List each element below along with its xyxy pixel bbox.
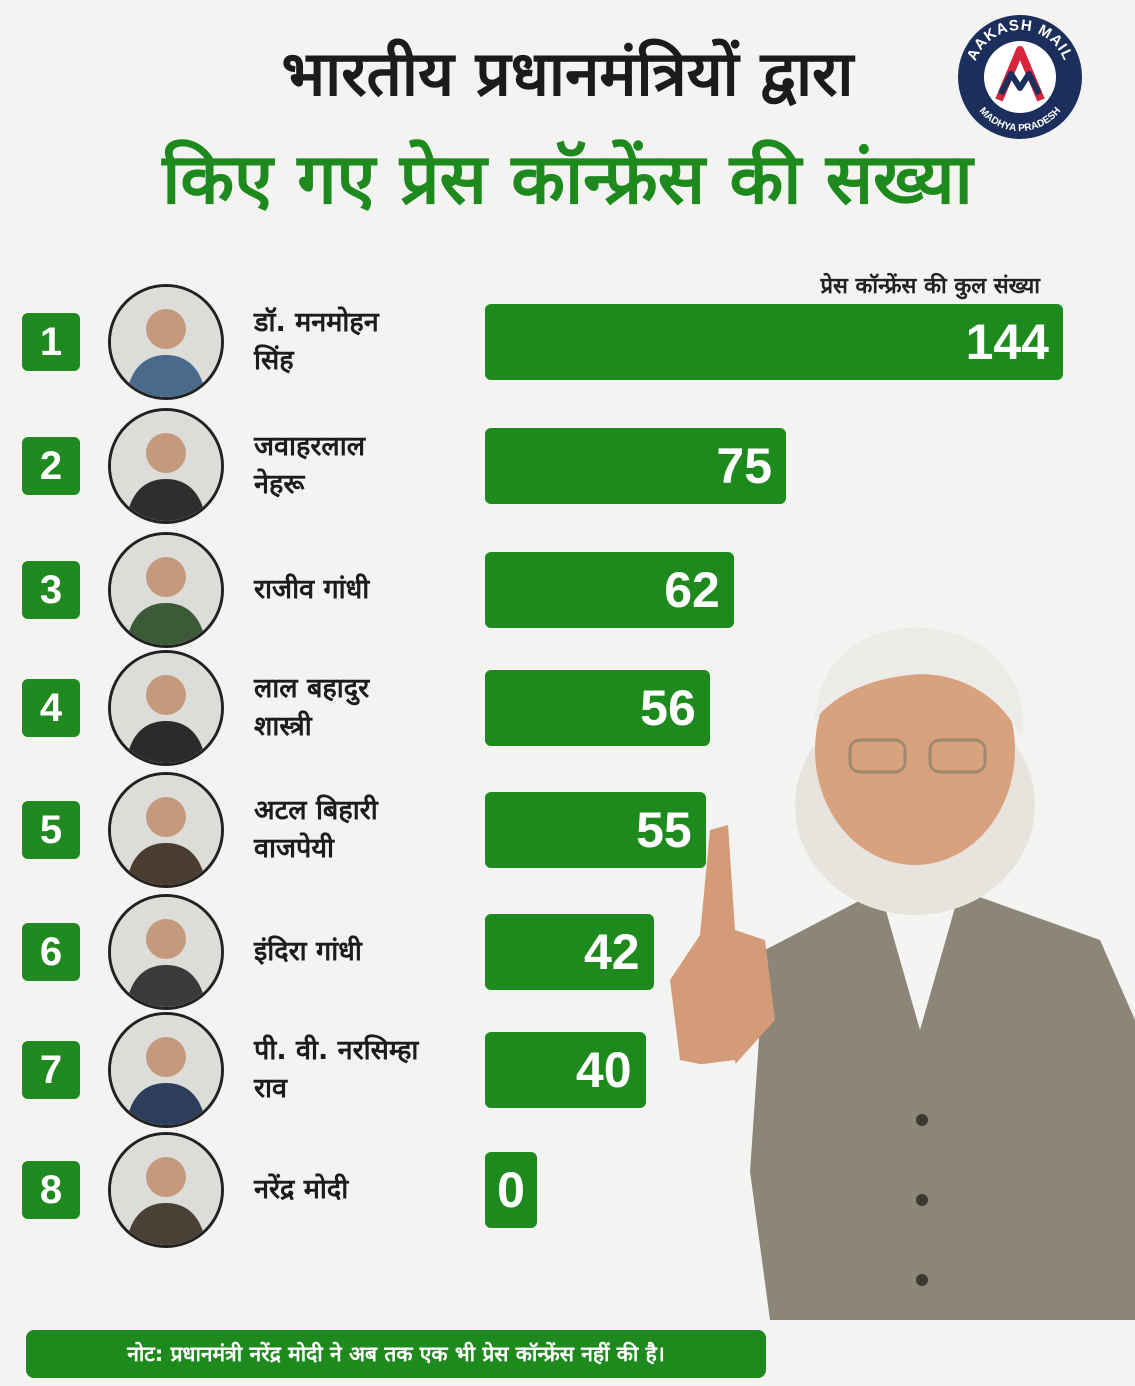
rank-badge: 2: [22, 437, 80, 495]
rank-badge: 4: [22, 679, 80, 737]
bar: 56: [485, 670, 710, 746]
pm-name-line: जवाहरलाल: [254, 431, 366, 462]
pm-name-line: नरेंद्र मोदी: [254, 1174, 349, 1205]
bar-value-label: 56: [640, 680, 696, 736]
pm-name-line: अटल बिहारी: [254, 795, 378, 826]
rank-badge: 1: [22, 313, 80, 371]
pm-name: जवाहरलाल नेहरू: [254, 428, 464, 504]
bar-value-label: 55: [636, 802, 692, 858]
bar: 75: [485, 428, 787, 504]
hero-face-shape: [815, 635, 1015, 865]
pm-name-line: शास्त्री: [254, 711, 312, 742]
pm-name-line: राव: [254, 1073, 288, 1104]
pm-name: पी. वी. नरसिम्हा राव: [254, 1032, 464, 1108]
axis-label: प्रेस कॉन्फ्रेंस की कुल संख्या: [820, 274, 1040, 299]
rank-badge: 6: [22, 923, 80, 981]
person-silhouette-icon: [111, 653, 221, 763]
rank-badge: 7: [22, 1041, 80, 1099]
hero-raised-hand-shape: [670, 825, 775, 1070]
pm-name: अटल बिहारी वाजपेयी: [254, 792, 464, 868]
pm-name-line: वाजपेयी: [254, 833, 335, 864]
hero-sleeve-shape: [600, 1060, 770, 1320]
pm-name-line: इंदिरा गांधी: [254, 936, 362, 967]
rank-badge: 5: [22, 801, 80, 859]
pm-name: लाल बहादुर शास्त्री: [254, 670, 464, 746]
title-line-2: किए गए प्रेस कॉन्फ्रेंस की संख्या: [162, 138, 973, 220]
hero-glasses-left: [848, 738, 907, 774]
person-silhouette-icon: [111, 287, 221, 397]
pm-name-line: सिंह: [254, 345, 294, 376]
portrait-avatar: [108, 772, 224, 888]
bar: 55: [485, 792, 706, 868]
footer-note: नोट: प्रधानमंत्री नरेंद्र मोदी ने अब तक …: [26, 1330, 766, 1378]
bar: 0: [485, 1152, 537, 1228]
pm-name-line: लाल बहादुर: [254, 673, 370, 704]
bar: 40: [485, 1032, 646, 1108]
title-line-1: भारतीय प्रधानमंत्रियों द्वारा: [281, 37, 854, 110]
bar: 42: [485, 914, 654, 990]
pm-name: राजीव गांधी: [254, 571, 464, 609]
bar-value-label: 62: [664, 562, 720, 618]
person-silhouette-icon: [111, 897, 221, 1007]
person-silhouette-icon: [111, 411, 221, 521]
bar-value-label: 42: [583, 924, 640, 980]
portrait-avatar: [108, 1132, 224, 1248]
bar-value-label: 40: [575, 1042, 632, 1098]
pm-name-line: डॉ. मनमोहन: [254, 307, 379, 338]
rank-badge: 3: [22, 561, 80, 619]
person-silhouette-icon: [111, 775, 221, 885]
bar-value-label: 75: [716, 438, 773, 494]
portrait-avatar: [108, 408, 224, 524]
hero-vest-shape: [740, 890, 1135, 1320]
pm-name-line: नेहरू: [254, 469, 305, 500]
hero-vest-button: [916, 1274, 928, 1286]
hero-vest-button: [916, 1114, 928, 1126]
pm-name: नरेंद्र मोदी: [254, 1171, 464, 1209]
narendra-modi-portrait: [600, 627, 1135, 1320]
logo-m-mark-icon: [998, 71, 1042, 96]
portrait-avatar: [108, 1012, 224, 1128]
bar-value-label: 144: [965, 314, 1049, 370]
aakash-mail-logo: AAKASH MAIL MADHYA PRADESH: [958, 15, 1082, 139]
hero-vest-button: [916, 1194, 928, 1206]
person-silhouette-icon: [111, 1135, 221, 1245]
person-silhouette-icon: [111, 535, 221, 645]
hero-hair-shape: [815, 627, 1024, 740]
portrait-avatar: [108, 894, 224, 1010]
hero-glasses-right: [928, 738, 987, 774]
pm-name-line: पी. वी. नरसिम्हा: [254, 1035, 419, 1066]
bar-value-label: 0: [497, 1162, 525, 1218]
portrait-avatar: [108, 650, 224, 766]
pm-name: इंदिरा गांधी: [254, 933, 464, 971]
bar: 62: [485, 552, 734, 628]
bar: 144: [485, 304, 1063, 380]
person-silhouette-icon: [111, 1015, 221, 1125]
portrait-avatar: [108, 532, 224, 648]
pm-name-line: राजीव गांधी: [254, 574, 370, 605]
pm-name: डॉ. मनमोहन सिंह: [254, 304, 464, 380]
portrait-avatar: [108, 284, 224, 400]
rank-badge: 8: [22, 1161, 80, 1219]
